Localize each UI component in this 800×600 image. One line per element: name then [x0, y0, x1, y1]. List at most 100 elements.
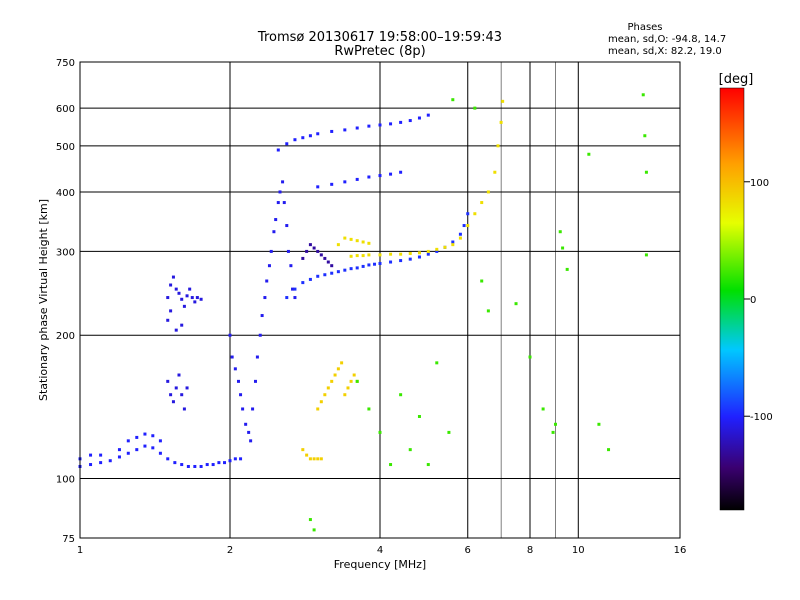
data-point — [480, 201, 484, 205]
data-point — [641, 93, 645, 97]
data-point — [399, 120, 403, 124]
data-point — [188, 287, 192, 291]
data-point — [171, 400, 175, 404]
data-point — [308, 518, 312, 522]
data-point — [276, 201, 280, 205]
data-point — [367, 253, 371, 257]
data-point — [361, 240, 365, 244]
data-point — [291, 287, 295, 291]
data-point — [217, 461, 221, 465]
data-point — [169, 309, 173, 313]
data-point — [343, 268, 347, 272]
data-point — [233, 367, 237, 371]
data-point — [308, 134, 312, 138]
data-point — [285, 142, 289, 146]
data-point — [361, 254, 365, 258]
data-point — [263, 296, 267, 300]
data-point — [182, 304, 186, 308]
data-point — [378, 123, 382, 127]
data-point — [408, 448, 412, 452]
data-point — [551, 430, 555, 434]
data-point — [408, 119, 412, 123]
data-point — [305, 453, 309, 457]
data-point — [135, 435, 139, 439]
data-point — [205, 463, 209, 467]
data-point — [426, 252, 430, 256]
data-point — [378, 253, 382, 257]
data-point — [312, 457, 316, 461]
data-point — [417, 116, 421, 120]
data-point — [251, 407, 255, 411]
data-point — [336, 270, 340, 274]
data-point — [417, 414, 421, 418]
data-point — [166, 457, 170, 461]
data-points — [78, 93, 648, 532]
data-point — [352, 373, 356, 377]
data-point — [349, 379, 353, 383]
data-point — [301, 281, 305, 285]
data-point — [193, 300, 197, 304]
data-point — [336, 367, 340, 371]
data-point — [171, 275, 175, 279]
data-point — [367, 407, 371, 411]
data-point — [426, 249, 430, 253]
data-point — [285, 224, 289, 228]
data-point — [330, 264, 334, 268]
data-point — [367, 124, 371, 128]
data-point — [355, 379, 359, 383]
data-point — [417, 255, 421, 259]
data-point — [285, 296, 289, 300]
data-point — [367, 175, 371, 179]
data-point — [158, 451, 162, 455]
data-point — [180, 393, 184, 397]
data-point — [346, 386, 350, 390]
data-point — [349, 237, 353, 241]
data-point — [355, 126, 359, 130]
data-point — [553, 422, 557, 426]
data-point — [435, 249, 439, 253]
data-point — [190, 296, 194, 300]
data-point — [166, 296, 170, 300]
data-point — [174, 287, 178, 291]
data-point — [355, 254, 359, 258]
data-point — [166, 318, 170, 322]
data-point — [316, 185, 320, 189]
data-point — [180, 323, 184, 327]
data-point — [255, 355, 259, 359]
data-point — [269, 249, 273, 253]
data-point — [211, 463, 215, 467]
data-point — [355, 239, 359, 243]
data-point — [330, 182, 334, 186]
data-point — [293, 287, 297, 291]
data-point — [408, 257, 412, 261]
data-point — [180, 297, 184, 301]
data-point — [276, 148, 280, 152]
data-point — [241, 407, 245, 411]
data-point — [126, 439, 130, 443]
chart-title: Tromsø 20130617 19:58:00–19:59:43 — [257, 30, 502, 45]
data-point — [408, 251, 412, 255]
data-point — [343, 236, 347, 240]
data-point — [301, 256, 305, 260]
x-tick-label: 16 — [674, 545, 687, 556]
data-point — [316, 132, 320, 136]
data-point — [253, 379, 257, 383]
data-point — [89, 463, 93, 467]
data-point — [458, 232, 462, 236]
data-point — [185, 386, 189, 390]
data-point — [473, 212, 477, 216]
data-point — [355, 177, 359, 181]
data-point — [272, 230, 276, 234]
data-point — [561, 246, 565, 250]
colorbar-tick-label: 0 — [750, 295, 756, 306]
data-point — [486, 309, 490, 313]
data-point — [378, 430, 382, 434]
data-point — [349, 254, 353, 258]
data-point — [643, 134, 647, 138]
data-point — [249, 439, 253, 443]
x-axis-ticks: 1 2 4 6 8 10 16 — [77, 545, 687, 556]
data-point — [301, 136, 305, 140]
data-point — [330, 129, 334, 133]
data-point — [644, 170, 648, 174]
data-point — [293, 296, 297, 300]
